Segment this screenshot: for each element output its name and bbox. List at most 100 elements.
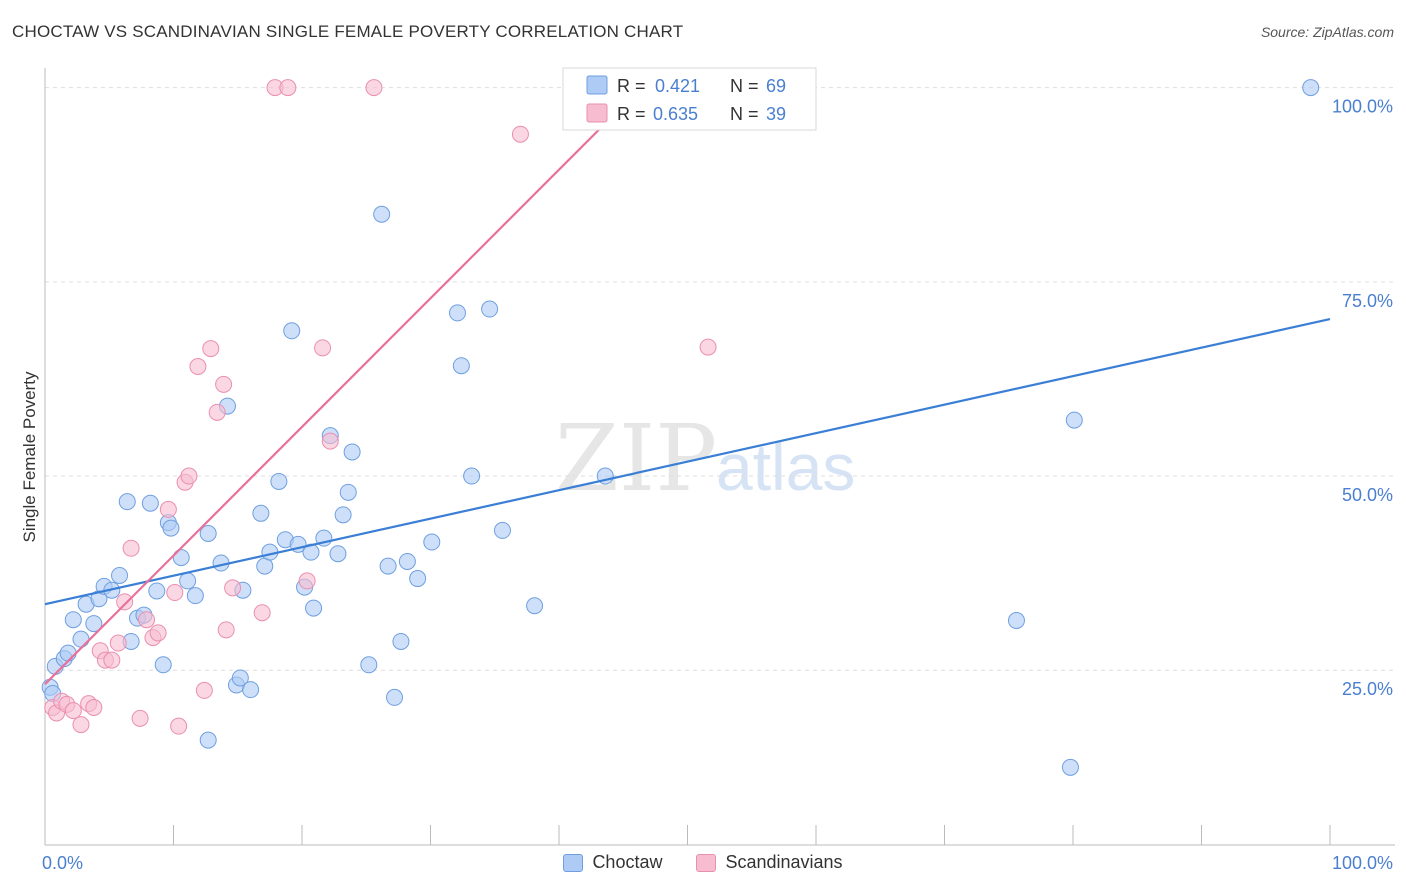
scandinavian-point xyxy=(85,699,103,717)
legend-r-label: R = xyxy=(617,104,646,124)
scandinavian-point xyxy=(180,467,198,485)
choctaw-point xyxy=(172,549,190,567)
choctaw-point xyxy=(493,521,511,539)
scandinavian-point xyxy=(131,709,149,727)
legend-n-label: N = xyxy=(730,76,759,96)
legend-item-choctaw: Choctaw xyxy=(563,852,662,873)
choctaw-point xyxy=(162,519,180,537)
scandinavian-point xyxy=(109,634,127,652)
x-tick-labels: 0.0% 100.0% xyxy=(42,853,1393,873)
choctaw-point xyxy=(118,493,136,511)
scandinavian-point xyxy=(224,579,242,597)
y-tick-label: 75.0% xyxy=(1342,291,1393,311)
choctaw-point xyxy=(199,731,217,749)
x-tick-label: 100.0% xyxy=(1332,853,1393,873)
scandinavian-point xyxy=(202,340,220,358)
y-axis-label: Single Female Poverty xyxy=(20,371,39,543)
choctaw-point xyxy=(343,443,361,461)
legend-swatch-scandinavians xyxy=(696,853,717,872)
gridlines xyxy=(45,87,1395,671)
choctaw-point xyxy=(423,533,441,551)
choctaw-point xyxy=(283,322,301,340)
choctaw-point xyxy=(85,615,103,633)
watermark-zip: ZIP xyxy=(555,405,717,512)
choctaw-point xyxy=(252,504,270,522)
scandinavian-point xyxy=(511,125,529,143)
y-tick-label: 100.0% xyxy=(1332,97,1393,117)
scandinavian-point xyxy=(103,651,121,669)
scandinavian-point xyxy=(699,338,717,356)
legend-swatch-scandinavians xyxy=(586,103,608,123)
scandinavian-point xyxy=(72,716,90,734)
scandinavian-point xyxy=(298,572,316,590)
choctaw-point xyxy=(148,582,166,600)
scandinavian-point xyxy=(122,539,140,557)
scandinavian-point xyxy=(170,717,188,735)
choctaw-point xyxy=(1061,758,1079,776)
y-tick-labels: 25.0% 50.0% 75.0% 100.0% xyxy=(1332,97,1393,700)
legend-item-scandinavians: Scandinavians xyxy=(696,852,843,873)
scandinavian-point xyxy=(138,611,156,629)
choctaw-point xyxy=(179,572,197,590)
scandinavian-point xyxy=(365,79,383,97)
choctaw-point xyxy=(231,669,249,687)
choctaw-point xyxy=(1065,411,1083,429)
choctaw-point xyxy=(242,681,260,699)
scandinavian-point xyxy=(217,621,235,639)
source-label: Source: ZipAtlas.com xyxy=(1260,24,1394,40)
choctaw-point xyxy=(186,587,204,605)
choctaw-point xyxy=(339,483,357,501)
choctaw-point xyxy=(398,552,416,570)
choctaw-point xyxy=(386,688,404,706)
choctaw-point xyxy=(59,644,77,662)
choctaw-point xyxy=(360,656,378,674)
scandinavian-point xyxy=(149,624,167,642)
choctaw-point xyxy=(199,525,217,543)
choctaw-point xyxy=(154,656,172,674)
scandinavian-point xyxy=(189,357,207,375)
choctaw-point xyxy=(329,545,347,563)
y-tick-label: 50.0% xyxy=(1342,485,1393,505)
scandinavian-point xyxy=(166,584,184,602)
choctaw-point xyxy=(1302,79,1320,97)
trend-lines xyxy=(44,85,1331,685)
choctaw-point xyxy=(448,304,466,322)
chart-title: CHOCTAW VS SCANDINAVIAN SINGLE FEMALE PO… xyxy=(12,22,684,41)
scandinavian-point xyxy=(314,339,332,357)
legend-n-value: 69 xyxy=(766,76,786,96)
legend-n-label: N = xyxy=(730,104,759,124)
legend-bottom: Choctaw Scandinavians xyxy=(0,852,1406,873)
choctaw-point xyxy=(392,632,410,650)
choctaw-point xyxy=(463,467,481,485)
legend-n-value: 39 xyxy=(766,104,786,124)
scandinavian-trend-line xyxy=(44,85,644,685)
watermark-atlas: atlas xyxy=(716,430,855,504)
choctaw-point xyxy=(373,205,391,223)
choctaw-point xyxy=(141,494,159,512)
choctaw-point xyxy=(64,611,82,629)
scandinavian-point xyxy=(64,702,82,720)
choctaw-point xyxy=(111,566,129,584)
choctaw-point xyxy=(526,597,544,615)
y-tick-label: 25.0% xyxy=(1342,679,1393,699)
legend-swatch-choctaw xyxy=(586,75,608,95)
legend-label-choctaw: Choctaw xyxy=(592,852,663,872)
scandinavian-point xyxy=(195,681,213,699)
choctaw-point xyxy=(334,506,352,524)
choctaw-point xyxy=(72,630,90,648)
choctaw-point xyxy=(481,300,499,318)
legend-r-value: 0.635 xyxy=(653,104,698,124)
scandinavian-point xyxy=(215,375,233,393)
legend-label-scandinavians: Scandinavians xyxy=(725,852,843,872)
scandinavian-point xyxy=(279,79,297,97)
scandinavian-point xyxy=(208,403,226,421)
choctaw-point xyxy=(305,599,323,617)
scandinavian-point xyxy=(321,432,339,450)
choctaw-point xyxy=(379,557,397,575)
legend-r-label: R = xyxy=(617,76,646,96)
choctaw-point xyxy=(409,570,427,588)
scandinavian-point xyxy=(116,593,134,611)
legend-r-value: 0.421 xyxy=(655,76,700,96)
x-tick-label: 0.0% xyxy=(42,853,83,873)
